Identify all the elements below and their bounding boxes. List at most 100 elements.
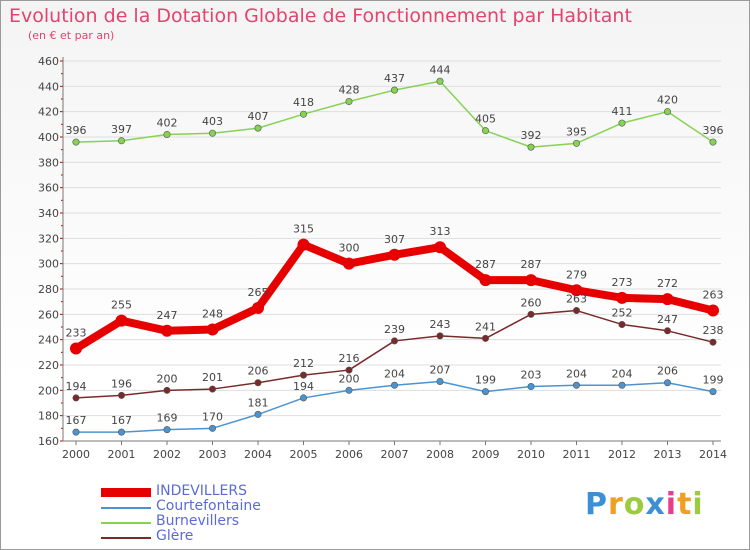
data-label-burnevillers: 397 bbox=[111, 123, 132, 136]
data-label-glere: 252 bbox=[612, 306, 633, 319]
data-point-glere bbox=[527, 310, 535, 318]
data-label-burnevillers: 396 bbox=[66, 124, 87, 137]
data-label-burnevillers: 407 bbox=[248, 110, 269, 123]
x-tick-label: 2010 bbox=[517, 448, 545, 461]
data-point-glere bbox=[709, 338, 717, 346]
data-point-courtefontaine bbox=[254, 410, 262, 418]
data-label-courtefontaine: 200 bbox=[339, 372, 360, 385]
data-label-glere: 194 bbox=[66, 380, 87, 393]
data-point-burnevillers bbox=[209, 129, 217, 137]
data-point-indevillers bbox=[479, 274, 492, 287]
data-label-glere: 260 bbox=[521, 296, 542, 309]
data-point-glere bbox=[663, 327, 671, 335]
data-point-glere bbox=[254, 379, 262, 387]
data-label-indevillers: 279 bbox=[566, 268, 587, 281]
legend-label-courtefontaine: Courtefontaine bbox=[156, 498, 261, 514]
y-tick-label: 440 bbox=[38, 80, 59, 93]
data-label-glere: 241 bbox=[475, 320, 496, 333]
data-label-courtefontaine: 204 bbox=[384, 367, 405, 380]
data-label-indevillers: 265 bbox=[248, 286, 269, 299]
data-label-courtefontaine: 203 bbox=[521, 369, 542, 382]
data-label-courtefontaine: 169 bbox=[157, 412, 178, 425]
data-point-indevillers bbox=[161, 324, 173, 337]
data-label-glere: 201 bbox=[202, 371, 223, 384]
legend-swatch-indevillers bbox=[101, 488, 151, 497]
chart-title: Evolution de la Dotation Globale de Fonc… bbox=[9, 5, 632, 27]
x-tick-label: 2009 bbox=[472, 448, 500, 461]
data-label-burnevillers: 444 bbox=[430, 63, 451, 76]
data-label-glere: 263 bbox=[566, 293, 587, 306]
data-label-indevillers: 272 bbox=[657, 277, 678, 290]
legend-item-glere: Glère bbox=[101, 528, 401, 545]
legend-swatch-burnevillers bbox=[101, 522, 151, 524]
data-label-burnevillers: 405 bbox=[475, 113, 496, 126]
brand-letter: x bbox=[645, 487, 666, 522]
data-label-courtefontaine: 204 bbox=[612, 367, 633, 380]
y-tick-label: 300 bbox=[38, 258, 59, 271]
y-tick-label: 340 bbox=[38, 207, 59, 220]
data-point-burnevillers bbox=[299, 110, 307, 118]
brand-letter: t bbox=[677, 487, 693, 522]
y-tick-label: 240 bbox=[38, 334, 59, 347]
data-point-glere bbox=[618, 320, 626, 328]
data-point-indevillers bbox=[388, 248, 401, 261]
data-label-indevillers: 315 bbox=[293, 223, 314, 236]
brand-letter: r bbox=[608, 487, 624, 522]
legend-label-burnevillers: Burnevillers bbox=[156, 513, 240, 529]
data-point-glere bbox=[118, 391, 126, 399]
data-point-burnevillers bbox=[345, 98, 353, 106]
data-label-glere: 238 bbox=[703, 324, 724, 337]
series-burnevillers bbox=[72, 77, 717, 151]
grid-lines bbox=[63, 60, 721, 442]
x-tick-label: 2007 bbox=[381, 448, 409, 461]
brand-letter: P bbox=[585, 487, 608, 522]
data-point-glere bbox=[72, 394, 80, 402]
legend-item-burnevillers: Burnevillers bbox=[101, 513, 401, 530]
data-point-indevillers bbox=[70, 342, 82, 355]
data-label-indevillers: 255 bbox=[111, 299, 132, 312]
data-label-indevillers: 300 bbox=[339, 242, 360, 255]
data-point-indevillers bbox=[434, 241, 446, 254]
x-tick-label: 2000 bbox=[62, 448, 90, 461]
data-label-burnevillers: 396 bbox=[703, 124, 724, 137]
data-label-indevillers: 287 bbox=[521, 258, 542, 271]
x-tick-label: 2002 bbox=[153, 448, 181, 461]
x-tick-label: 2013 bbox=[654, 448, 682, 461]
legend-swatch-courtefontaine bbox=[101, 507, 151, 509]
x-tick-label: 2004 bbox=[244, 448, 272, 461]
data-point-indevillers bbox=[206, 323, 219, 336]
brand-letter: i bbox=[665, 487, 678, 522]
y-tick-label: 220 bbox=[38, 359, 59, 372]
data-label-burnevillers: 411 bbox=[612, 105, 633, 118]
data-point-indevillers bbox=[252, 302, 264, 314]
x-tick-label: 2012 bbox=[608, 448, 636, 461]
x-tick-label: 2003 bbox=[199, 448, 227, 461]
data-point-courtefontaine bbox=[299, 394, 307, 402]
data-label-glere: 247 bbox=[657, 313, 678, 326]
y-tick-label: 320 bbox=[38, 232, 59, 245]
data-point-glere bbox=[390, 337, 398, 345]
data-point-courtefontaine bbox=[390, 381, 398, 389]
data-point-glere bbox=[345, 366, 353, 374]
data-point-indevillers bbox=[525, 274, 537, 287]
data-point-indevillers bbox=[616, 291, 628, 304]
axes: 160 180 200 220 240 260 280 300 320 340 360 380 400 4… bbox=[38, 55, 727, 461]
data-label-burnevillers: 418 bbox=[293, 96, 314, 109]
data-point-courtefontaine bbox=[663, 379, 671, 387]
data-point-burnevillers bbox=[72, 138, 80, 146]
data-label-courtefontaine: 170 bbox=[202, 410, 223, 423]
y-tick-label: 200 bbox=[38, 384, 59, 397]
data-point-indevillers bbox=[570, 284, 583, 297]
data-label-glere: 200 bbox=[157, 372, 178, 385]
data-label-indevillers: 263 bbox=[703, 289, 724, 302]
data-point-glere bbox=[209, 385, 217, 393]
data-point-glere bbox=[481, 334, 489, 342]
data-label-courtefontaine: 204 bbox=[566, 367, 587, 380]
data-point-burnevillers bbox=[390, 86, 398, 94]
data-point-courtefontaine bbox=[436, 377, 444, 385]
legend-label-indevillers: INDEVILLERS bbox=[156, 483, 247, 499]
series-lines bbox=[70, 77, 719, 436]
y-tick-label: 360 bbox=[38, 182, 59, 195]
